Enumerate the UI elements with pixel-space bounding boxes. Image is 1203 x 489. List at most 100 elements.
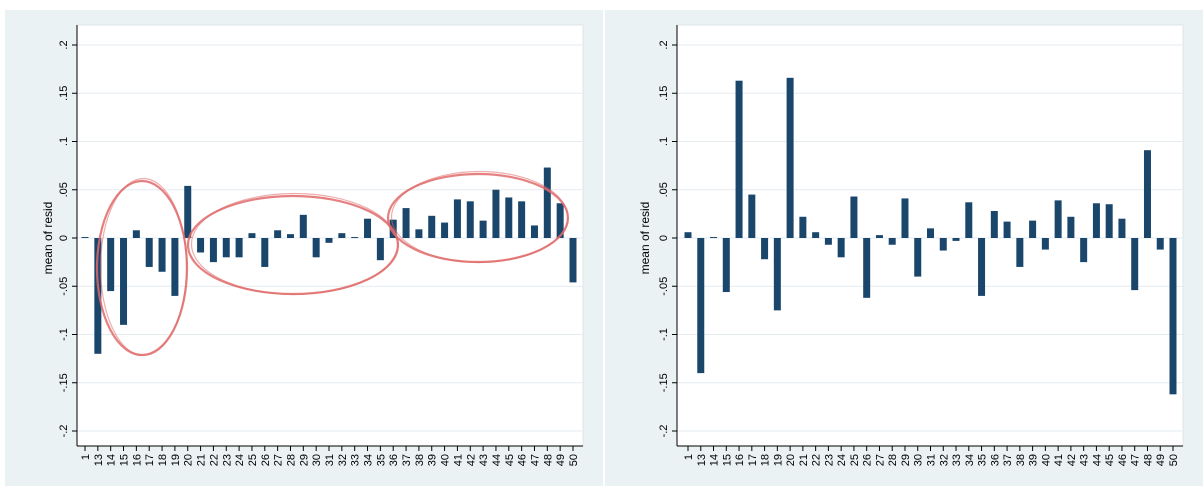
bar bbox=[965, 202, 973, 238]
x-tick-label: 33 bbox=[350, 454, 362, 466]
x-tick-label: 23 bbox=[823, 454, 835, 466]
bar bbox=[569, 238, 577, 283]
bar bbox=[286, 234, 294, 238]
x-tick-label: 45 bbox=[504, 454, 516, 466]
y-tick-label: -.15 bbox=[58, 373, 70, 392]
x-tick-label: 34 bbox=[363, 454, 375, 466]
x-tick-label: 27 bbox=[273, 454, 285, 466]
bar bbox=[863, 238, 871, 298]
x-tick-label: 26 bbox=[260, 454, 272, 466]
bar bbox=[158, 238, 166, 272]
bar bbox=[748, 194, 756, 238]
y-tick-label: -.2 bbox=[58, 425, 70, 438]
bar bbox=[773, 238, 781, 311]
bar bbox=[1054, 200, 1062, 238]
x-tick-label: 30 bbox=[311, 454, 323, 466]
bar bbox=[735, 80, 743, 238]
x-tick-label: 31 bbox=[324, 454, 336, 466]
x-tick-label: 35 bbox=[375, 454, 387, 466]
x-tick-label: 20 bbox=[785, 454, 797, 466]
x-tick-label: 15 bbox=[721, 454, 733, 466]
y-axis-title: mean of resid bbox=[638, 202, 652, 275]
bar bbox=[351, 237, 359, 239]
bar bbox=[197, 238, 205, 253]
x-tick-label: 44 bbox=[491, 454, 503, 466]
y-tick-label: .15 bbox=[58, 86, 70, 101]
bar bbox=[901, 198, 909, 238]
x-tick-label: 26 bbox=[862, 454, 874, 466]
bar bbox=[505, 197, 513, 238]
bar bbox=[1143, 150, 1151, 238]
x-tick-label: 50 bbox=[568, 454, 580, 466]
y-tick-label: -.05 bbox=[58, 277, 70, 296]
x-tick-label: 24 bbox=[836, 454, 848, 466]
bar bbox=[914, 238, 922, 277]
y-tick-label: .1 bbox=[658, 137, 670, 146]
bar bbox=[171, 238, 179, 296]
x-tick-label: 31 bbox=[926, 454, 938, 466]
bar bbox=[1118, 218, 1126, 238]
x-tick-label: 41 bbox=[452, 454, 464, 466]
y-tick-label: -.2 bbox=[658, 425, 670, 438]
x-tick-label: 40 bbox=[440, 454, 452, 466]
x-tick-label: 16 bbox=[734, 454, 746, 466]
x-tick-label: 18 bbox=[760, 454, 772, 466]
x-tick-label: 28 bbox=[887, 454, 899, 466]
bar bbox=[850, 196, 858, 238]
bar bbox=[376, 238, 384, 261]
x-tick-label: 13 bbox=[93, 454, 105, 466]
x-tick-label: 46 bbox=[1117, 454, 1129, 466]
x-tick-label: 48 bbox=[1142, 454, 1154, 466]
bar bbox=[441, 222, 449, 238]
y-tick-label: .05 bbox=[58, 182, 70, 197]
bar bbox=[94, 238, 102, 354]
bar bbox=[684, 232, 692, 238]
x-tick-label: 46 bbox=[517, 454, 529, 466]
bar bbox=[1080, 238, 1088, 263]
y-tick-label: 0 bbox=[658, 235, 670, 241]
x-tick-label: 35 bbox=[977, 454, 989, 466]
bar bbox=[799, 216, 807, 238]
bar bbox=[325, 238, 333, 243]
bar bbox=[824, 238, 832, 245]
x-tick-label: 14 bbox=[709, 454, 721, 466]
bar bbox=[543, 167, 551, 238]
bar bbox=[888, 238, 896, 245]
y-tick-label: .15 bbox=[658, 86, 670, 101]
x-tick-label: 47 bbox=[529, 454, 541, 466]
x-tick-label: 1 bbox=[80, 454, 92, 460]
bar bbox=[120, 238, 128, 325]
x-tick-label: 49 bbox=[555, 454, 567, 466]
x-tick-label: 25 bbox=[247, 454, 259, 466]
x-tick-label: 49 bbox=[1155, 454, 1167, 466]
bar bbox=[415, 229, 423, 238]
bar bbox=[978, 238, 986, 296]
x-tick-label: 32 bbox=[337, 454, 349, 466]
bar bbox=[184, 185, 192, 238]
bar bbox=[492, 189, 500, 238]
bar bbox=[222, 238, 230, 258]
bar bbox=[556, 203, 564, 238]
bar bbox=[837, 238, 845, 258]
x-tick-label: 38 bbox=[1015, 454, 1027, 466]
x-tick-label: 41 bbox=[1053, 454, 1065, 466]
x-tick-label: 27 bbox=[874, 454, 886, 466]
x-tick-label: 45 bbox=[1104, 454, 1116, 466]
bar bbox=[1156, 238, 1164, 250]
bar bbox=[338, 233, 346, 238]
y-tick-label: -.1 bbox=[58, 328, 70, 341]
bar bbox=[364, 218, 372, 238]
bar bbox=[927, 228, 934, 238]
x-tick-label: 47 bbox=[1130, 454, 1142, 466]
annotation-ellipse bbox=[390, 170, 569, 264]
bar bbox=[1041, 238, 1049, 250]
bar bbox=[1067, 216, 1075, 238]
x-tick-label: 18 bbox=[157, 454, 169, 466]
x-tick-label: 36 bbox=[989, 454, 1001, 466]
x-tick-label: 23 bbox=[221, 454, 233, 466]
x-tick-label: 39 bbox=[427, 454, 439, 466]
x-tick-label: 15 bbox=[119, 454, 131, 466]
bar bbox=[248, 233, 256, 238]
bar bbox=[1131, 238, 1139, 291]
